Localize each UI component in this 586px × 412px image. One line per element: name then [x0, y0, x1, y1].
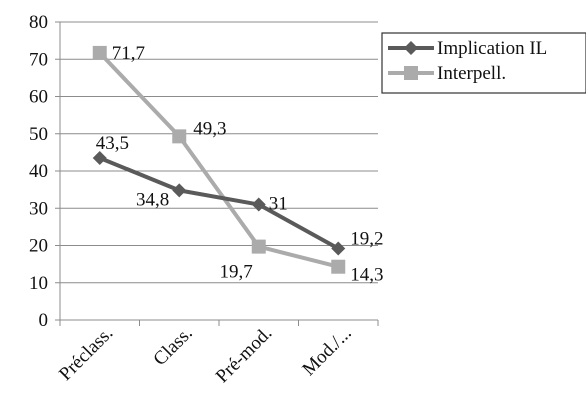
- legend: Implication IL Interpell.: [381, 32, 586, 94]
- series-1-point: [251, 197, 266, 212]
- series-1-point: [172, 183, 187, 198]
- legend-label-1: Implication IL: [437, 38, 547, 59]
- series-line-2: [98, 51, 339, 269]
- legend-box: [381, 32, 586, 94]
- y-tick-label: 50: [29, 124, 48, 145]
- y-axis: 0 10 20 30 40 50 60 70 80: [29, 12, 61, 331]
- data-label: 34,8: [136, 189, 169, 210]
- series-2-point: [92, 45, 107, 60]
- data-label: 71,7: [112, 43, 145, 64]
- y-tick-label: 0: [39, 310, 49, 331]
- series-line-1: [98, 156, 340, 251]
- gridlines: [60, 21, 378, 284]
- series-group: [92, 45, 346, 274]
- data-labels: 43,5 34,8 31 19,2 71,7 49,3 19,7 14,3: [96, 43, 384, 286]
- legend-marker-1: [404, 41, 418, 55]
- series-2-point: [172, 129, 187, 144]
- legend-label-2: Interpell.: [437, 63, 506, 84]
- x-tick-label: Préclass.: [55, 323, 117, 385]
- data-label: 31: [269, 194, 288, 215]
- y-tick-label: 40: [29, 161, 48, 182]
- y-tick-label: 10: [29, 273, 48, 294]
- y-tick-label: 60: [29, 87, 48, 108]
- data-label: 43,5: [96, 133, 129, 154]
- series-2-point: [331, 259, 346, 274]
- data-label: 49,3: [193, 118, 226, 139]
- y-tick-label: 80: [29, 12, 48, 33]
- x-axis: Préclass. Class. Pré-mod. Mod./...: [55, 319, 379, 387]
- legend-marker-2: [404, 66, 418, 80]
- series-2-point: [251, 239, 266, 254]
- x-tick-label: Pré-mod.: [212, 323, 276, 387]
- y-tick-label: 20: [29, 236, 48, 257]
- series-1-point: [331, 241, 346, 256]
- data-label: 19,2: [350, 228, 383, 249]
- y-tick-label: 30: [29, 198, 48, 219]
- data-label: 19,7: [220, 262, 253, 283]
- x-tick-label: Mod./...: [298, 323, 355, 380]
- series-1-point: [92, 150, 107, 165]
- data-label: 14,3: [350, 265, 383, 286]
- y-tick-label: 70: [29, 49, 48, 70]
- x-tick-label: Class.: [149, 323, 196, 370]
